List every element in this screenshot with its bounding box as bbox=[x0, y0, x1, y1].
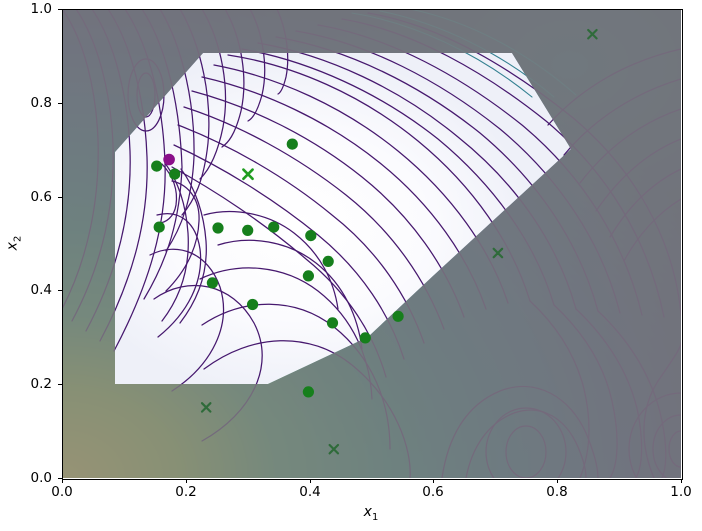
xtick-mark bbox=[186, 479, 187, 483]
observed-point bbox=[302, 270, 314, 282]
ytick-label: 0.4 bbox=[30, 282, 52, 298]
ytick-mark bbox=[58, 103, 62, 104]
observed-point bbox=[326, 317, 339, 329]
xtick-mark bbox=[681, 479, 682, 483]
cross-marker-dim bbox=[200, 28, 598, 455]
best-point-marker bbox=[163, 153, 175, 166]
cross-marker-bright bbox=[242, 168, 254, 181]
observed-point bbox=[392, 310, 404, 322]
observed-point-group bbox=[151, 138, 404, 398]
xtick-mark bbox=[310, 479, 311, 483]
observed-point bbox=[305, 230, 317, 242]
infeasible-mask-overlay bbox=[62, 9, 681, 478]
xtick-label: 0.2 bbox=[175, 484, 197, 500]
observed-point bbox=[322, 255, 334, 267]
observed-point bbox=[286, 138, 298, 150]
observed-point bbox=[359, 332, 371, 344]
x-axis-title-text: x bbox=[363, 504, 372, 520]
y-axis-title: x2 bbox=[5, 236, 24, 251]
observed-point bbox=[302, 386, 314, 398]
xtick-label: 0.4 bbox=[299, 484, 321, 500]
xtick-label: 0.0 bbox=[51, 484, 73, 500]
ytick-label: 0.0 bbox=[30, 470, 52, 486]
ytick-label: 0.2 bbox=[30, 376, 52, 392]
ytick-mark bbox=[58, 197, 62, 198]
observed-point bbox=[247, 298, 259, 311]
observed-point bbox=[268, 221, 280, 233]
plot-area[interactable] bbox=[62, 9, 681, 478]
markers-layer[interactable] bbox=[62, 9, 681, 478]
ytick-label: 0.6 bbox=[30, 189, 52, 205]
observed-point bbox=[151, 160, 163, 172]
observed-point bbox=[169, 168, 181, 180]
ytick-label: 1.0 bbox=[30, 1, 52, 17]
ytick-mark bbox=[58, 384, 62, 385]
ytick-label: 0.8 bbox=[30, 95, 52, 111]
observed-point bbox=[153, 221, 165, 233]
observed-point bbox=[242, 224, 254, 236]
x-axis-title-subscript: 1 bbox=[371, 511, 379, 523]
y-axis-title-subscript: 2 bbox=[12, 235, 24, 243]
ytick-mark bbox=[58, 9, 62, 10]
xtick-mark bbox=[62, 479, 63, 483]
observed-point bbox=[212, 222, 224, 234]
xtick-label: 0.8 bbox=[546, 484, 568, 500]
ytick-mark bbox=[58, 478, 62, 479]
observed-point bbox=[206, 277, 218, 289]
xtick-mark bbox=[557, 479, 558, 483]
ytick-mark bbox=[58, 290, 62, 291]
xtick-mark bbox=[433, 479, 434, 483]
y-axis-title-text: x bbox=[4, 242, 21, 251]
cross-marker-group bbox=[200, 28, 598, 455]
xtick-label: 1.0 bbox=[670, 484, 692, 500]
x-axis-title: x1 bbox=[364, 504, 379, 523]
xtick-label: 0.6 bbox=[422, 484, 444, 500]
